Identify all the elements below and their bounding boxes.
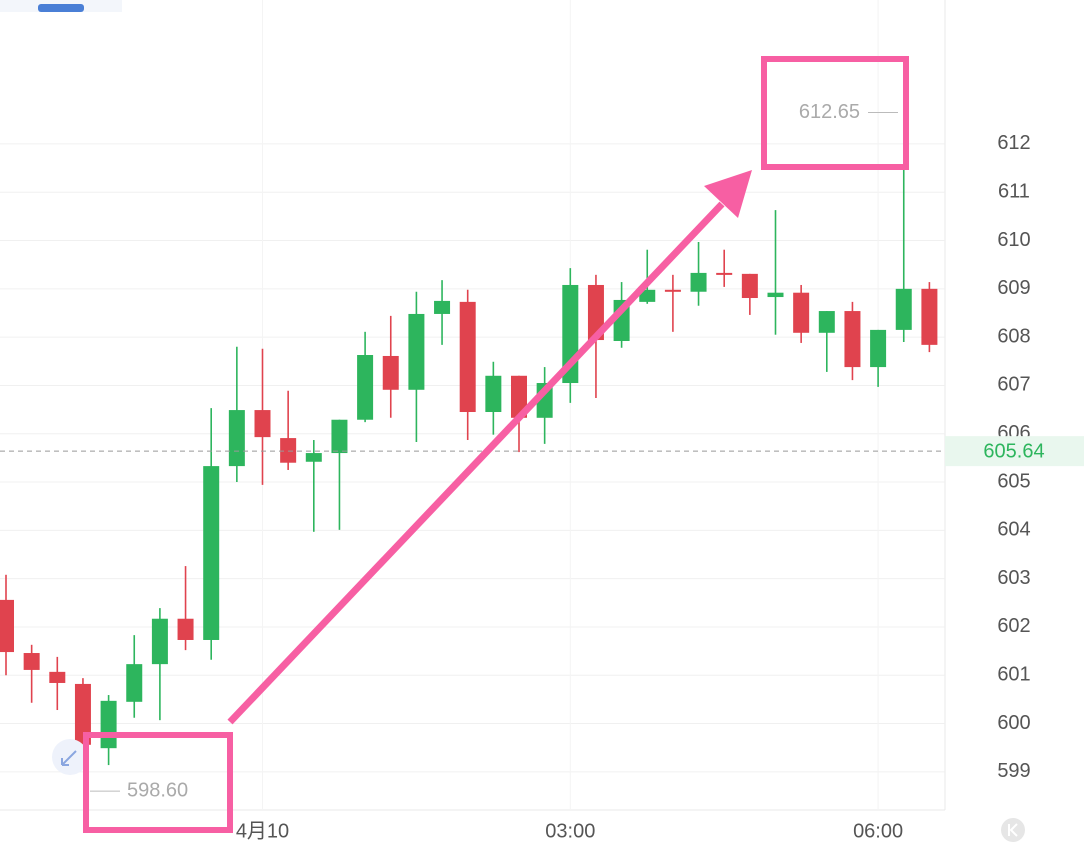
y-tick-label: 599	[997, 760, 1030, 782]
y-tick-label: 601	[997, 664, 1030, 686]
candle-body	[331, 419, 348, 454]
candle-body	[639, 289, 656, 302]
y-tick-label: 608	[997, 325, 1030, 347]
y-tick-label: 600	[997, 712, 1030, 734]
low-box	[83, 732, 233, 833]
candle-body	[434, 300, 451, 314]
candle-body	[74, 683, 91, 745]
candle-body	[228, 410, 245, 467]
candles	[0, 170, 938, 766]
last-price-badge	[945, 436, 1084, 467]
zoom-arrow	[61, 750, 77, 766]
candle-body	[408, 313, 425, 390]
candle-body	[741, 273, 758, 299]
candle-body	[177, 618, 194, 640]
y-tick-label: 605	[997, 470, 1030, 492]
tab-indicator	[38, 4, 84, 12]
annotation-label: 598.60	[127, 779, 188, 801]
candle-body	[690, 272, 707, 292]
grid: 5996006016026036046056066076086096106116…	[0, 0, 1031, 842]
y-tick-label: 610	[997, 229, 1030, 251]
candle-body	[280, 438, 297, 463]
candle-body	[305, 453, 322, 462]
candle-body	[664, 289, 681, 292]
y-tick-label: 611	[998, 181, 1030, 203]
candle-body	[23, 653, 40, 670]
y-tick-label: 607	[997, 374, 1030, 396]
candle-body	[767, 292, 784, 298]
candle-body	[793, 292, 810, 333]
candle-body	[716, 272, 733, 275]
x-tick-label: 4月10	[236, 820, 289, 842]
candle-body	[254, 410, 271, 438]
last-price-label: 605.64	[983, 440, 1044, 462]
candle-body	[485, 375, 502, 413]
high-box	[761, 56, 909, 170]
candle-body	[151, 618, 168, 665]
arrow-shaft	[227, 201, 725, 725]
candle-body	[126, 664, 143, 702]
annotation-label: 612.65	[799, 101, 860, 123]
k-button[interactable]	[1001, 818, 1025, 842]
candle-body	[203, 466, 220, 640]
y-tick-label: 609	[997, 277, 1030, 299]
candle-body	[895, 288, 912, 330]
y-tick-label: 603	[997, 567, 1030, 589]
candle-body	[921, 288, 938, 345]
y-tick-label: 602	[997, 615, 1030, 637]
k-icon	[1008, 823, 1018, 837]
y-tick-label: 604	[997, 519, 1030, 541]
x-tick-label: 06:00	[853, 820, 903, 842]
candle-body	[587, 284, 604, 341]
candle-body	[100, 700, 117, 749]
candle-body	[818, 311, 835, 333]
candle-body	[49, 671, 66, 683]
candle-body	[0, 599, 14, 653]
overlay: 605.64 612.65 598.60	[0, 101, 1084, 801]
arrow-head	[704, 170, 752, 218]
x-tick-label: 03:00	[545, 820, 595, 842]
y-tick-label: 612	[997, 132, 1030, 154]
candle-body	[870, 329, 887, 368]
candle-body	[459, 301, 476, 413]
candle-body	[844, 311, 861, 368]
candle-body	[357, 355, 374, 420]
candle-body	[511, 375, 527, 418]
highlight	[83, 56, 909, 833]
candle-body	[382, 355, 399, 390]
